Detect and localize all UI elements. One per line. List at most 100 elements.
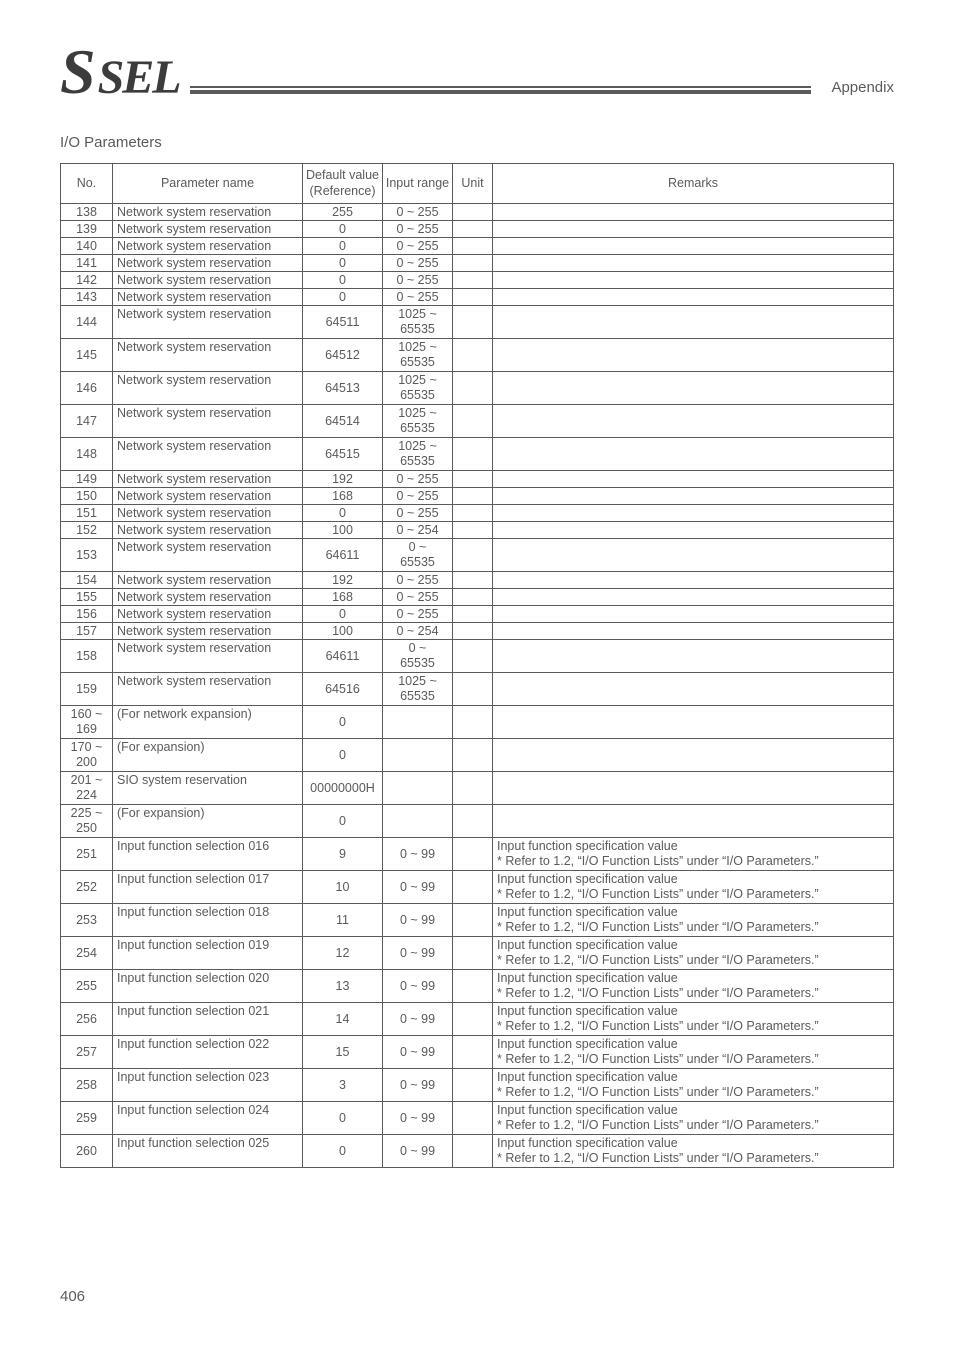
cell-remarks: Input function specification value* Refe… [493, 1102, 894, 1135]
table-row: 260Input function selection 02500 ~ 99In… [61, 1135, 894, 1168]
cell-range: 0 ~ 254 [383, 623, 453, 640]
cell-name: (For network expansion) [113, 706, 303, 739]
cell-no: 138 [61, 204, 113, 221]
col-header-name: Parameter name [113, 164, 303, 204]
table-row: 150Network system reservation1680 ~ 255 [61, 488, 894, 505]
page-number: 406 [60, 1288, 894, 1305]
cell-default: 168 [303, 488, 383, 505]
cell-no: 170 ~200 [61, 739, 113, 772]
cell-range: 1025 ~65535 [383, 438, 453, 471]
cell-range: 0 ~ 99 [383, 1069, 453, 1102]
cell-no: 155 [61, 589, 113, 606]
cell-remarks [493, 673, 894, 706]
cell-remarks [493, 522, 894, 539]
cell-unit [453, 505, 493, 522]
cell-no: 151 [61, 505, 113, 522]
cell-range: 0 ~ 99 [383, 1102, 453, 1135]
cell-no: 257 [61, 1036, 113, 1069]
cell-remarks: Input function specification value* Refe… [493, 904, 894, 937]
cell-range: 0 ~ 99 [383, 1036, 453, 1069]
table-header-row: No. Parameter name Default value (Refere… [61, 164, 894, 204]
table-row: 170 ~200(For expansion)0 [61, 739, 894, 772]
cell-unit [453, 522, 493, 539]
cell-range: 1025 ~65535 [383, 339, 453, 372]
table-row: 149Network system reservation1920 ~ 255 [61, 471, 894, 488]
cell-remarks [493, 623, 894, 640]
cell-name: Network system reservation [113, 505, 303, 522]
cell-name: Network system reservation [113, 522, 303, 539]
cell-name: Network system reservation [113, 623, 303, 640]
cell-range: 0 ~ 255 [383, 505, 453, 522]
cell-unit [453, 937, 493, 970]
table-row: 146Network system reservation645131025 ~… [61, 372, 894, 405]
cell-no: 141 [61, 255, 113, 272]
cell-name: Network system reservation [113, 272, 303, 289]
col-header-default: Default value (Reference) [303, 164, 383, 204]
cell-unit [453, 204, 493, 221]
cell-no: 158 [61, 640, 113, 673]
table-row: 142Network system reservation00 ~ 255 [61, 272, 894, 289]
cell-default: 0 [303, 255, 383, 272]
cell-unit [453, 255, 493, 272]
cell-range: 0 ~ 255 [383, 221, 453, 238]
section-title: I/O Parameters [60, 134, 894, 151]
cell-remarks [493, 706, 894, 739]
cell-remarks [493, 505, 894, 522]
cell-no: 156 [61, 606, 113, 623]
cell-name: (For expansion) [113, 739, 303, 772]
table-row: 254Input function selection 019120 ~ 99I… [61, 937, 894, 970]
cell-no: 154 [61, 572, 113, 589]
cell-range: 0 ~ 255 [383, 255, 453, 272]
cell-default: 13 [303, 970, 383, 1003]
cell-range: 0 ~ 254 [383, 522, 453, 539]
cell-remarks [493, 589, 894, 606]
table-row: 259Input function selection 02400 ~ 99In… [61, 1102, 894, 1135]
table-row: 225 ~250(For expansion)0 [61, 805, 894, 838]
cell-unit [453, 904, 493, 937]
cell-unit [453, 772, 493, 805]
cell-no: 148 [61, 438, 113, 471]
cell-unit [453, 1003, 493, 1036]
logo-big-s: S [60, 40, 94, 104]
appendix-label: Appendix [831, 79, 894, 104]
cell-remarks: Input function specification value* Refe… [493, 871, 894, 904]
table-row: 153Network system reservation646110 ~655… [61, 539, 894, 572]
cell-range: 0 ~ 255 [383, 471, 453, 488]
cell-range: 1025 ~65535 [383, 405, 453, 438]
cell-unit [453, 739, 493, 772]
cell-unit [453, 640, 493, 673]
cell-no: 253 [61, 904, 113, 937]
table-row: 151Network system reservation00 ~ 255 [61, 505, 894, 522]
cell-default: 15 [303, 1036, 383, 1069]
cell-name: Network system reservation [113, 221, 303, 238]
cell-name: Input function selection 018 [113, 904, 303, 937]
cell-range: 1025 ~65535 [383, 372, 453, 405]
cell-no: 145 [61, 339, 113, 372]
cell-name: Network system reservation [113, 339, 303, 372]
cell-name: SIO system reservation [113, 772, 303, 805]
cell-range: 1025 ~65535 [383, 673, 453, 706]
cell-name: Network system reservation [113, 673, 303, 706]
cell-name: Network system reservation [113, 589, 303, 606]
cell-unit [453, 488, 493, 505]
cell-range: 0 ~ 255 [383, 204, 453, 221]
logo: S SEL [60, 40, 180, 104]
cell-default: 3 [303, 1069, 383, 1102]
table-row: 147Network system reservation645141025 ~… [61, 405, 894, 438]
cell-no: 201 ~224 [61, 772, 113, 805]
cell-remarks: Input function specification value* Refe… [493, 838, 894, 871]
cell-no: 157 [61, 623, 113, 640]
cell-name: Input function selection 024 [113, 1102, 303, 1135]
parameters-table: No. Parameter name Default value (Refere… [60, 163, 894, 1168]
cell-range: 0 ~ 99 [383, 937, 453, 970]
cell-name: Network system reservation [113, 471, 303, 488]
cell-default: 64611 [303, 640, 383, 673]
cell-no: 252 [61, 871, 113, 904]
cell-default: 64514 [303, 405, 383, 438]
cell-default: 12 [303, 937, 383, 970]
cell-range: 1025 ~65535 [383, 306, 453, 339]
cell-no: 142 [61, 272, 113, 289]
cell-remarks [493, 606, 894, 623]
cell-name: Network system reservation [113, 372, 303, 405]
cell-range: 0 ~ 255 [383, 488, 453, 505]
